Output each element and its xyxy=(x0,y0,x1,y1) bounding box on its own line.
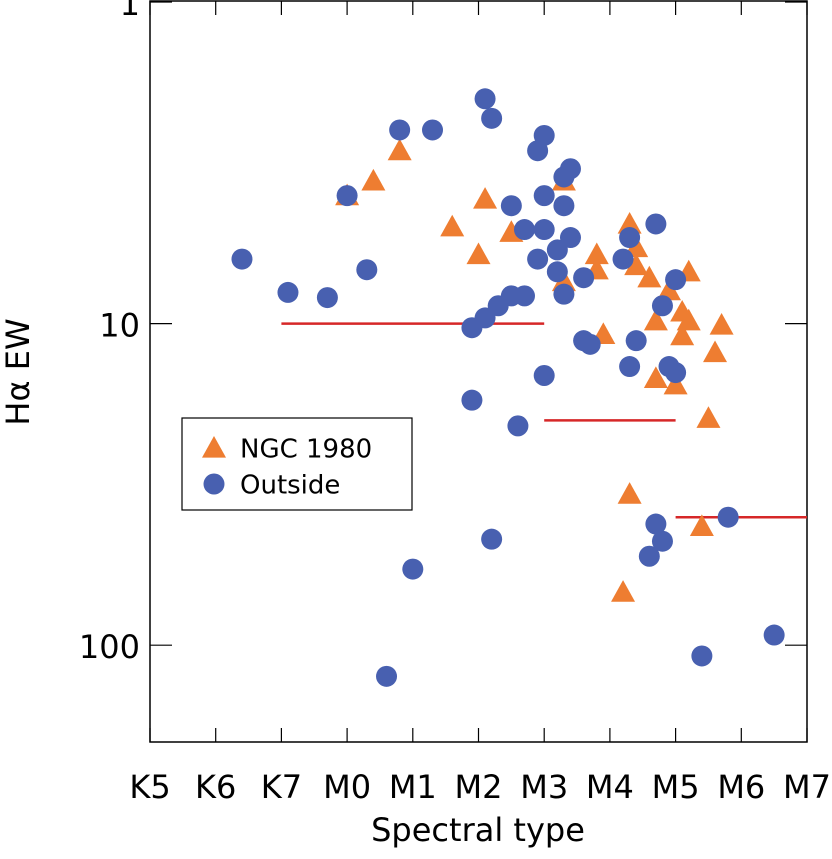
point xyxy=(624,253,649,276)
point xyxy=(703,340,728,363)
point xyxy=(643,308,668,331)
point xyxy=(638,545,660,567)
point xyxy=(546,261,568,283)
x-tick-label: K5 xyxy=(129,768,170,806)
point xyxy=(579,333,601,355)
point xyxy=(559,158,581,180)
x-tick-label: M1 xyxy=(389,768,437,806)
point xyxy=(500,195,522,217)
point xyxy=(461,317,483,339)
point xyxy=(584,242,609,265)
point xyxy=(643,366,668,388)
point xyxy=(389,119,411,141)
point xyxy=(513,285,535,307)
x-tick-label: M3 xyxy=(520,768,568,806)
point xyxy=(696,406,721,428)
point xyxy=(573,267,595,289)
point xyxy=(612,248,634,270)
point xyxy=(422,119,444,141)
point xyxy=(533,124,555,146)
point xyxy=(670,323,695,346)
point xyxy=(533,219,555,241)
point xyxy=(763,624,785,646)
point xyxy=(651,295,673,317)
point xyxy=(361,168,386,191)
point xyxy=(637,265,662,288)
point xyxy=(617,211,642,234)
x-tick-label: M2 xyxy=(455,768,503,806)
point xyxy=(665,269,687,291)
legend-label: Outside xyxy=(240,471,340,501)
point xyxy=(277,281,299,303)
legend-marker xyxy=(203,473,225,495)
point xyxy=(619,356,641,378)
point xyxy=(473,187,498,209)
point xyxy=(553,195,575,217)
x-tick-label: K7 xyxy=(261,768,302,806)
point xyxy=(533,185,555,207)
point xyxy=(709,312,734,335)
point xyxy=(376,665,398,687)
point xyxy=(617,482,642,504)
point xyxy=(316,287,338,309)
legend-box xyxy=(181,417,413,511)
x-tick-label: M4 xyxy=(586,768,634,806)
x-tick-label: M6 xyxy=(717,768,765,806)
point xyxy=(651,530,673,552)
y-axis-title: Hα EW xyxy=(0,318,37,425)
point xyxy=(466,242,491,265)
legend-marker xyxy=(202,436,226,458)
point xyxy=(402,558,424,580)
x-tick-label: M5 xyxy=(652,768,700,806)
point xyxy=(717,506,739,528)
point xyxy=(533,364,555,386)
point xyxy=(625,330,647,352)
point xyxy=(645,213,667,235)
x-tick-label: M7 xyxy=(783,768,831,806)
legend-label: NGC 1980 xyxy=(240,435,372,465)
point xyxy=(356,259,378,281)
point xyxy=(553,283,575,305)
x-tick-label: K6 xyxy=(195,768,236,806)
point xyxy=(663,372,688,395)
point xyxy=(507,415,529,437)
point xyxy=(527,248,549,270)
y-tick-label: 100 xyxy=(79,628,140,666)
point xyxy=(474,88,496,110)
point xyxy=(231,248,253,270)
point xyxy=(645,513,667,535)
point xyxy=(387,138,412,161)
point xyxy=(481,107,503,129)
point xyxy=(665,362,687,384)
x-axis-title: Spectral type xyxy=(371,811,585,849)
point xyxy=(461,389,483,411)
x-tick-label: M0 xyxy=(323,768,371,806)
y-tick-label: 10 xyxy=(99,307,140,345)
point xyxy=(546,239,568,261)
point xyxy=(657,278,682,301)
point xyxy=(440,214,465,237)
point xyxy=(619,227,641,249)
point xyxy=(481,528,503,550)
plot-frame xyxy=(149,0,808,743)
point xyxy=(559,227,581,249)
point xyxy=(611,580,636,602)
y-tick-label: 1 xyxy=(120,0,140,23)
point xyxy=(689,514,714,536)
point xyxy=(513,219,535,241)
point xyxy=(691,645,713,667)
point xyxy=(336,185,358,207)
